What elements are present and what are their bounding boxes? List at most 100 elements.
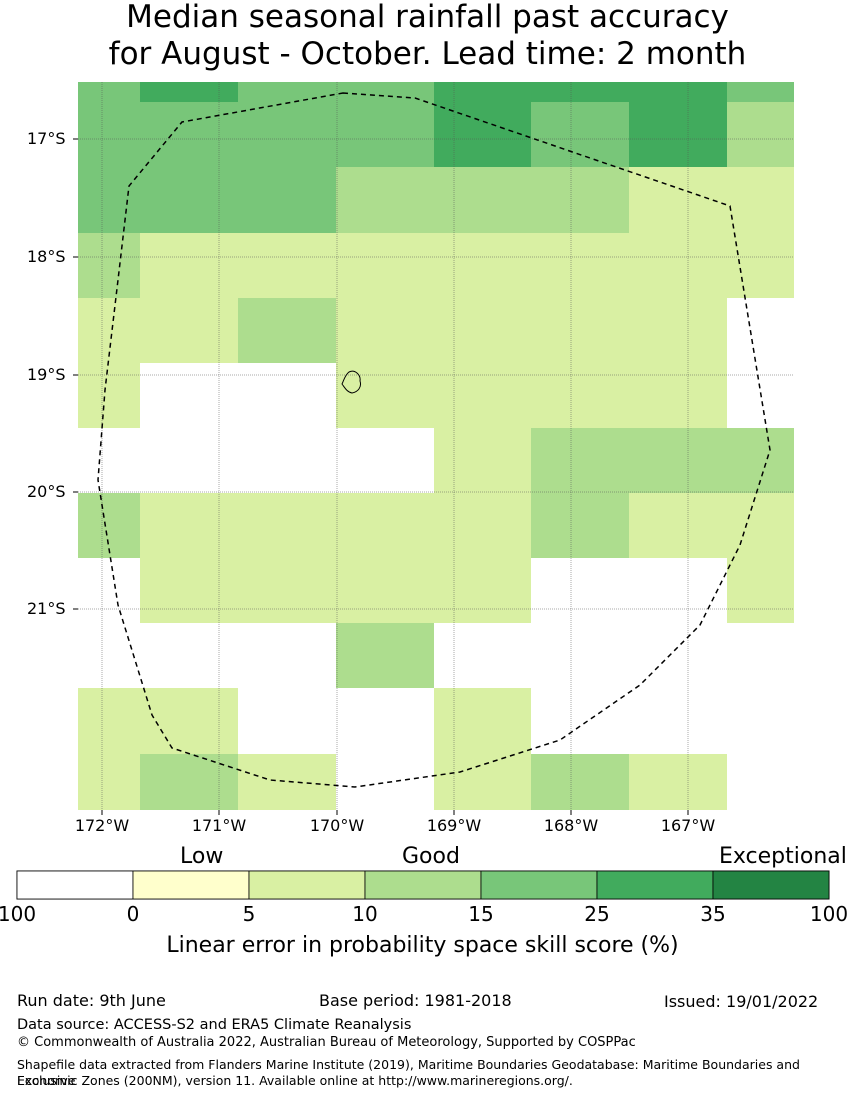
grid-cell <box>531 493 629 558</box>
grid-cell <box>629 493 727 558</box>
grid-cell <box>238 754 336 810</box>
grid-cell <box>140 493 238 558</box>
lon-label-168w: 168°W <box>543 816 599 835</box>
grid-cell <box>727 688 794 754</box>
grid-cell <box>238 688 336 754</box>
grid-cell <box>434 688 531 754</box>
colorbar-swatch <box>16 870 134 900</box>
category-low: Low <box>180 844 224 869</box>
grid-cell <box>336 167 434 233</box>
grid-cell <box>336 623 434 688</box>
grid-cell <box>727 82 794 102</box>
grid-cell <box>140 102 238 167</box>
grid-cell <box>238 623 336 688</box>
grid-cell <box>434 754 531 810</box>
shapefile-credit-line-1: Shapefile data extracted from Flanders M… <box>17 1057 800 1088</box>
grid-cell <box>78 558 140 623</box>
colorbar-tick: 100 <box>0 902 37 926</box>
grid-cell <box>629 102 727 167</box>
grid-cell <box>336 428 434 493</box>
grid-cell <box>78 363 140 428</box>
grid-cell <box>434 82 531 102</box>
grid-cell <box>629 82 727 102</box>
grid-cell <box>78 82 140 102</box>
grid-cell <box>434 558 531 623</box>
colorbar-tick: 25 <box>584 902 610 926</box>
grid-cell <box>336 558 434 623</box>
run-date: Run date: 9th June <box>17 991 166 1010</box>
colorbar-tick: 35 <box>700 902 726 926</box>
grid-cell <box>531 623 629 688</box>
grid-cell <box>629 233 727 298</box>
grid-cell <box>238 558 336 623</box>
colorbar-swatch <box>712 870 830 900</box>
grid-cell <box>727 102 794 167</box>
colorbar-swatch <box>480 870 598 900</box>
colorbar-swatch <box>248 870 366 900</box>
grid-cell <box>238 428 336 493</box>
lat-label-18s: 18°S <box>27 247 66 266</box>
grid-cell <box>434 428 531 493</box>
grid-cell <box>336 233 434 298</box>
grid-cell <box>434 233 531 298</box>
grid-cell <box>727 558 794 623</box>
colorbar-tick: 10 <box>352 902 378 926</box>
shapefile-credit-line-2: Economic Zones (200NM), version 11. Avai… <box>17 1073 573 1088</box>
grid-cell <box>629 428 727 493</box>
skill-grid <box>78 82 794 810</box>
colorbar-tick: 100 <box>809 902 849 926</box>
grid-cell <box>238 167 336 233</box>
grid-cell <box>78 493 140 558</box>
grid-cell <box>629 754 727 810</box>
grid-cell <box>727 623 794 688</box>
grid-cell <box>629 167 727 233</box>
grid-cell <box>629 688 727 754</box>
map-gridlines <box>73 82 794 815</box>
category-exceptional: Exceptional <box>719 844 847 869</box>
colorbar-tick: 0 <box>126 902 140 926</box>
lat-label-17s: 17°S <box>27 129 66 148</box>
lon-label-171w: 171°W <box>191 816 247 835</box>
grid-cell <box>140 754 238 810</box>
colorbar-swatches <box>16 870 830 900</box>
grid-cell <box>140 233 238 298</box>
colorbar-swatch <box>596 870 714 900</box>
grid-cell <box>238 363 336 428</box>
grid-cell <box>238 233 336 298</box>
grid-cell <box>336 754 434 810</box>
grid-cell <box>78 754 140 810</box>
grid-cell <box>531 82 629 102</box>
grid-cell <box>531 754 629 810</box>
grid-cell <box>434 167 531 233</box>
grid-cell <box>140 623 238 688</box>
lon-label-172w: 172°W <box>74 816 130 835</box>
grid-cell <box>140 82 238 102</box>
niue-island-outline <box>341 370 361 394</box>
colorbar-swatch <box>132 870 250 900</box>
colorbar-tick: 15 <box>468 902 494 926</box>
grid-cell <box>727 298 794 363</box>
grid-cell <box>238 102 336 167</box>
grid-cell <box>531 428 629 493</box>
grid-cell <box>531 102 629 167</box>
colorbar-tick: 5 <box>242 902 256 926</box>
grid-cell <box>78 623 140 688</box>
colorbar-swatch <box>364 870 482 900</box>
grid-cell <box>336 102 434 167</box>
grid-cell <box>140 298 238 363</box>
lat-label-20s: 20°S <box>27 482 66 501</box>
grid-cell <box>336 493 434 558</box>
grid-cell <box>629 623 727 688</box>
grid-cell <box>629 363 727 428</box>
grid-cell <box>238 82 336 102</box>
grid-cell <box>336 298 434 363</box>
grid-cell <box>238 493 336 558</box>
grid-cell <box>531 688 629 754</box>
grid-cell <box>629 298 727 363</box>
grid-cell <box>140 428 238 493</box>
grid-cell <box>140 558 238 623</box>
grid-cell <box>727 233 794 298</box>
grid-cell <box>78 167 140 233</box>
map-title-line-1: Median seasonal rainfall past accuracy <box>126 0 729 35</box>
